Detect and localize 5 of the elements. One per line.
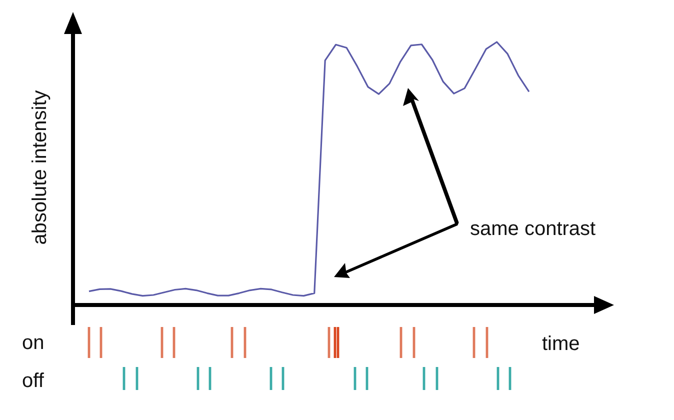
annotation: same contrast [470,218,596,240]
text: off [22,370,44,392]
x-axis-title: time [542,333,580,355]
y-axis-title: absolute intensity [29,90,51,245]
text: on [22,332,44,354]
